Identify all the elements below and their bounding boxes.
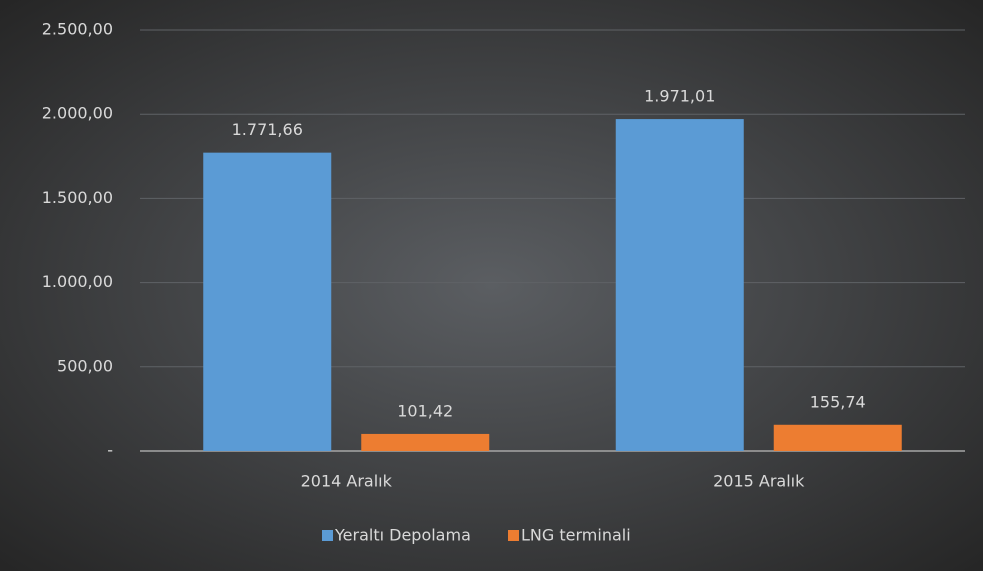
legend-swatch bbox=[508, 530, 519, 541]
y-tick-label: 500,00 bbox=[57, 356, 113, 375]
bar bbox=[203, 152, 332, 451]
legend-swatch bbox=[322, 530, 333, 541]
data-label: 1.771,66 bbox=[232, 120, 303, 139]
data-label: 1.971,01 bbox=[644, 87, 715, 106]
y-tick-label: 1.500,00 bbox=[42, 188, 113, 207]
data-label: 155,74 bbox=[810, 392, 866, 411]
y-tick-label: 2.500,00 bbox=[42, 20, 113, 39]
bar bbox=[361, 433, 490, 451]
y-tick-label: 1.000,00 bbox=[42, 272, 113, 291]
bar bbox=[615, 119, 744, 452]
legend-label: Yeraltı Depolama bbox=[334, 526, 471, 545]
x-tick-label: 2015 Aralık bbox=[713, 472, 805, 491]
y-tick-label: 2.000,00 bbox=[42, 104, 113, 123]
bar bbox=[773, 424, 902, 451]
y-tick-label: - bbox=[107, 441, 113, 460]
legend-label: LNG terminali bbox=[521, 526, 631, 545]
x-tick-label: 2014 Aralık bbox=[301, 472, 393, 491]
data-label: 101,42 bbox=[397, 401, 453, 420]
